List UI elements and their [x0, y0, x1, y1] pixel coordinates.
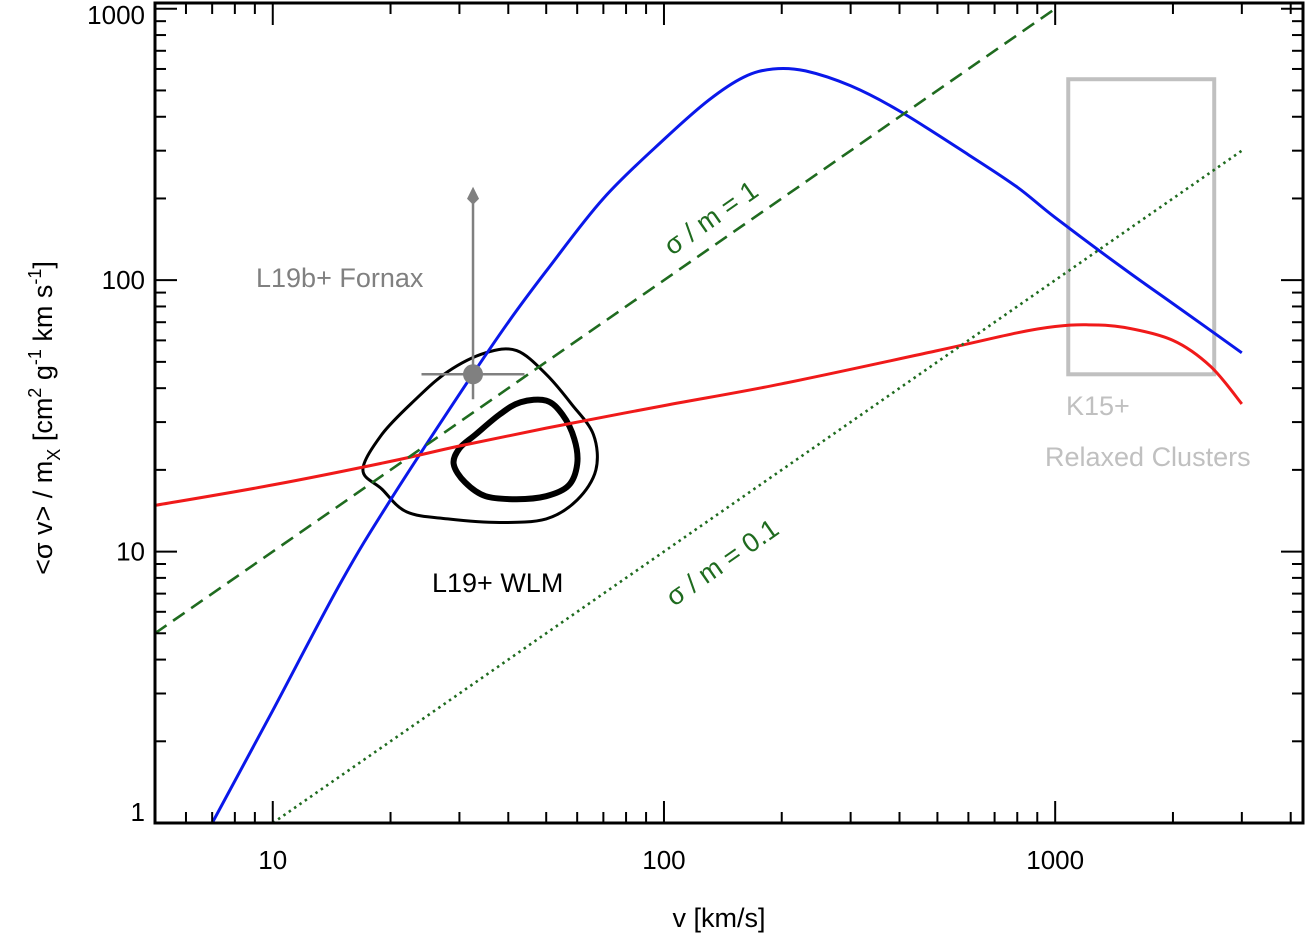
sigma-m-1-label: σ / m = 1	[658, 175, 763, 261]
x-tick-label: 10	[258, 845, 287, 875]
wlm-outer-contour	[361, 347, 599, 525]
y-axis-label: <σ v> / mX [cm2 g-1 km s-1]	[25, 261, 64, 575]
wlm-label: L19+ WLM	[432, 568, 563, 598]
y-axis-label-part: -1	[25, 269, 45, 285]
axis-frame	[153, 1, 1305, 825]
y-axis-label-part: -1	[25, 349, 45, 365]
wlm-inner-contour	[450, 396, 581, 503]
y-axis-label-part: [cm	[28, 398, 58, 449]
y-tick-label: 100	[102, 265, 145, 295]
y-tick-label: 1000	[87, 0, 145, 30]
y-axis-label-part: km s	[28, 285, 58, 350]
ticks	[154, 3, 1303, 824]
y-axis-label-part: g	[28, 365, 58, 388]
y-axis-label-part: 2	[25, 388, 45, 398]
fornax-label: L19b+ Fornax	[256, 263, 424, 293]
series-line-red-solid	[155, 323, 1243, 507]
fornax-arrow-head	[467, 186, 480, 205]
clusters-label-line1: K15+	[1066, 391, 1130, 421]
x-tick-label: 100	[642, 845, 685, 875]
series-line-blue-solid	[210, 66, 1243, 823]
sigma-m-0.1-label: σ / m = 0.1	[660, 513, 784, 612]
series-line-green-dotted	[272, 149, 1243, 823]
y-axis-label-part: X	[44, 449, 64, 461]
series-line-green-dashed	[155, 7, 1056, 635]
x-tick-label: 1000	[1026, 845, 1084, 875]
x-axis-label: v [km/s]	[673, 903, 766, 933]
y-tick-label: 1	[131, 797, 145, 827]
clusters-label-line2: Relaxed Clusters	[1045, 442, 1251, 472]
y-axis-label-part: ]	[28, 261, 58, 269]
y-axis-label-part: <σ v> / m	[28, 461, 58, 575]
fornax-data-point	[463, 364, 484, 385]
plot-elements	[155, 7, 1243, 823]
plot-frame	[153, 1, 1305, 825]
y-tick-label: 10	[116, 537, 145, 567]
